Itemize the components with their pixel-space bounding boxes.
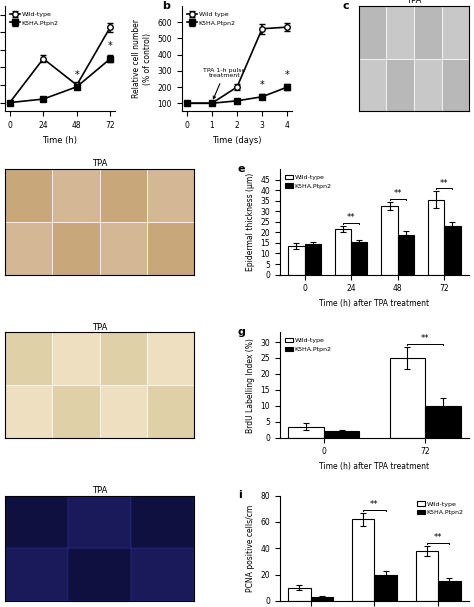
Bar (288, 427, 324, 438)
Title: TPA: TPA (92, 486, 107, 495)
Bar (335, 229, 351, 274)
Text: g: g (238, 327, 246, 337)
X-axis label: Time (days): Time (days) (212, 135, 262, 144)
Bar (5, 548, 68, 601)
Text: **: ** (434, 534, 443, 543)
Text: *: * (108, 41, 113, 51)
Bar (52, 222, 100, 274)
Bar (386, 59, 414, 111)
Bar (359, 59, 386, 111)
Text: i: i (238, 490, 242, 500)
Bar (324, 432, 359, 438)
Text: *: * (74, 70, 79, 80)
Bar (147, 385, 194, 438)
Legend: Wild-type, K5HA.Ptpn2: Wild-type, K5HA.Ptpn2 (283, 336, 334, 354)
X-axis label: Time (h) after TPA treatment: Time (h) after TPA treatment (319, 299, 429, 308)
Bar (359, 6, 386, 59)
Bar (425, 406, 461, 438)
Text: b: b (162, 1, 170, 11)
Bar (147, 333, 194, 385)
Text: e: e (238, 164, 246, 174)
X-axis label: Time (h): Time (h) (43, 135, 78, 144)
Bar (5, 333, 52, 385)
Y-axis label: Relative cell number
(% of control): Relative cell number (% of control) (132, 19, 152, 98)
Legend: Wild-type, K5HA.Ptpn2: Wild-type, K5HA.Ptpn2 (8, 9, 61, 28)
Bar (131, 496, 194, 548)
Bar (52, 169, 100, 222)
Bar (288, 588, 310, 601)
Bar (147, 169, 194, 222)
Bar (68, 548, 131, 601)
Legend: Wild-type, K5HA.Ptpn2: Wild-type, K5HA.Ptpn2 (415, 499, 466, 518)
Bar (100, 385, 147, 438)
Title: TPA: TPA (92, 160, 107, 169)
Bar (5, 385, 52, 438)
Title: TPA: TPA (406, 0, 422, 5)
Bar (100, 169, 147, 222)
Text: *: * (285, 70, 290, 80)
Bar (100, 222, 147, 274)
Bar (52, 385, 100, 438)
Text: **: ** (393, 189, 402, 198)
Text: **: ** (440, 178, 448, 188)
Bar (442, 6, 469, 59)
X-axis label: Time (h) after TPA treatment: Time (h) after TPA treatment (319, 462, 429, 471)
Bar (374, 575, 397, 601)
Bar (288, 246, 305, 274)
Bar (5, 496, 68, 548)
Bar (352, 520, 374, 601)
Bar (351, 242, 367, 274)
Title: TPA: TPA (92, 323, 107, 331)
Bar (68, 496, 131, 548)
Bar (438, 581, 461, 601)
Bar (444, 226, 461, 274)
Bar (5, 169, 52, 222)
Bar (100, 333, 147, 385)
Text: **: ** (421, 334, 429, 343)
Text: c: c (342, 1, 349, 11)
Text: **: ** (347, 213, 356, 222)
Bar (147, 222, 194, 274)
Bar (382, 206, 398, 274)
Bar (310, 597, 333, 601)
Bar (414, 59, 442, 111)
Bar (386, 6, 414, 59)
Bar (390, 358, 425, 438)
Legend: Wild type, K5HA.Ptpn2: Wild type, K5HA.Ptpn2 (185, 9, 238, 28)
Y-axis label: BrdU Labelling Index (%): BrdU Labelling Index (%) (246, 337, 255, 433)
Text: TPA 1-h pulse
treatment: TPA 1-h pulse treatment (203, 67, 246, 99)
Bar (52, 333, 100, 385)
Y-axis label: Epidermal thickness (μm): Epidermal thickness (μm) (246, 173, 255, 271)
Bar (5, 222, 52, 274)
Legend: Wild-type, K5HA.Ptpn2: Wild-type, K5HA.Ptpn2 (283, 172, 334, 191)
Y-axis label: PCNA positive cells/cm: PCNA positive cells/cm (246, 504, 255, 592)
Bar (398, 234, 414, 274)
Bar (131, 548, 194, 601)
Bar (442, 59, 469, 111)
Bar (414, 6, 442, 59)
Bar (305, 244, 321, 274)
Bar (428, 200, 444, 274)
Bar (416, 551, 438, 601)
Text: *: * (260, 80, 264, 90)
Text: **: ** (370, 500, 379, 509)
